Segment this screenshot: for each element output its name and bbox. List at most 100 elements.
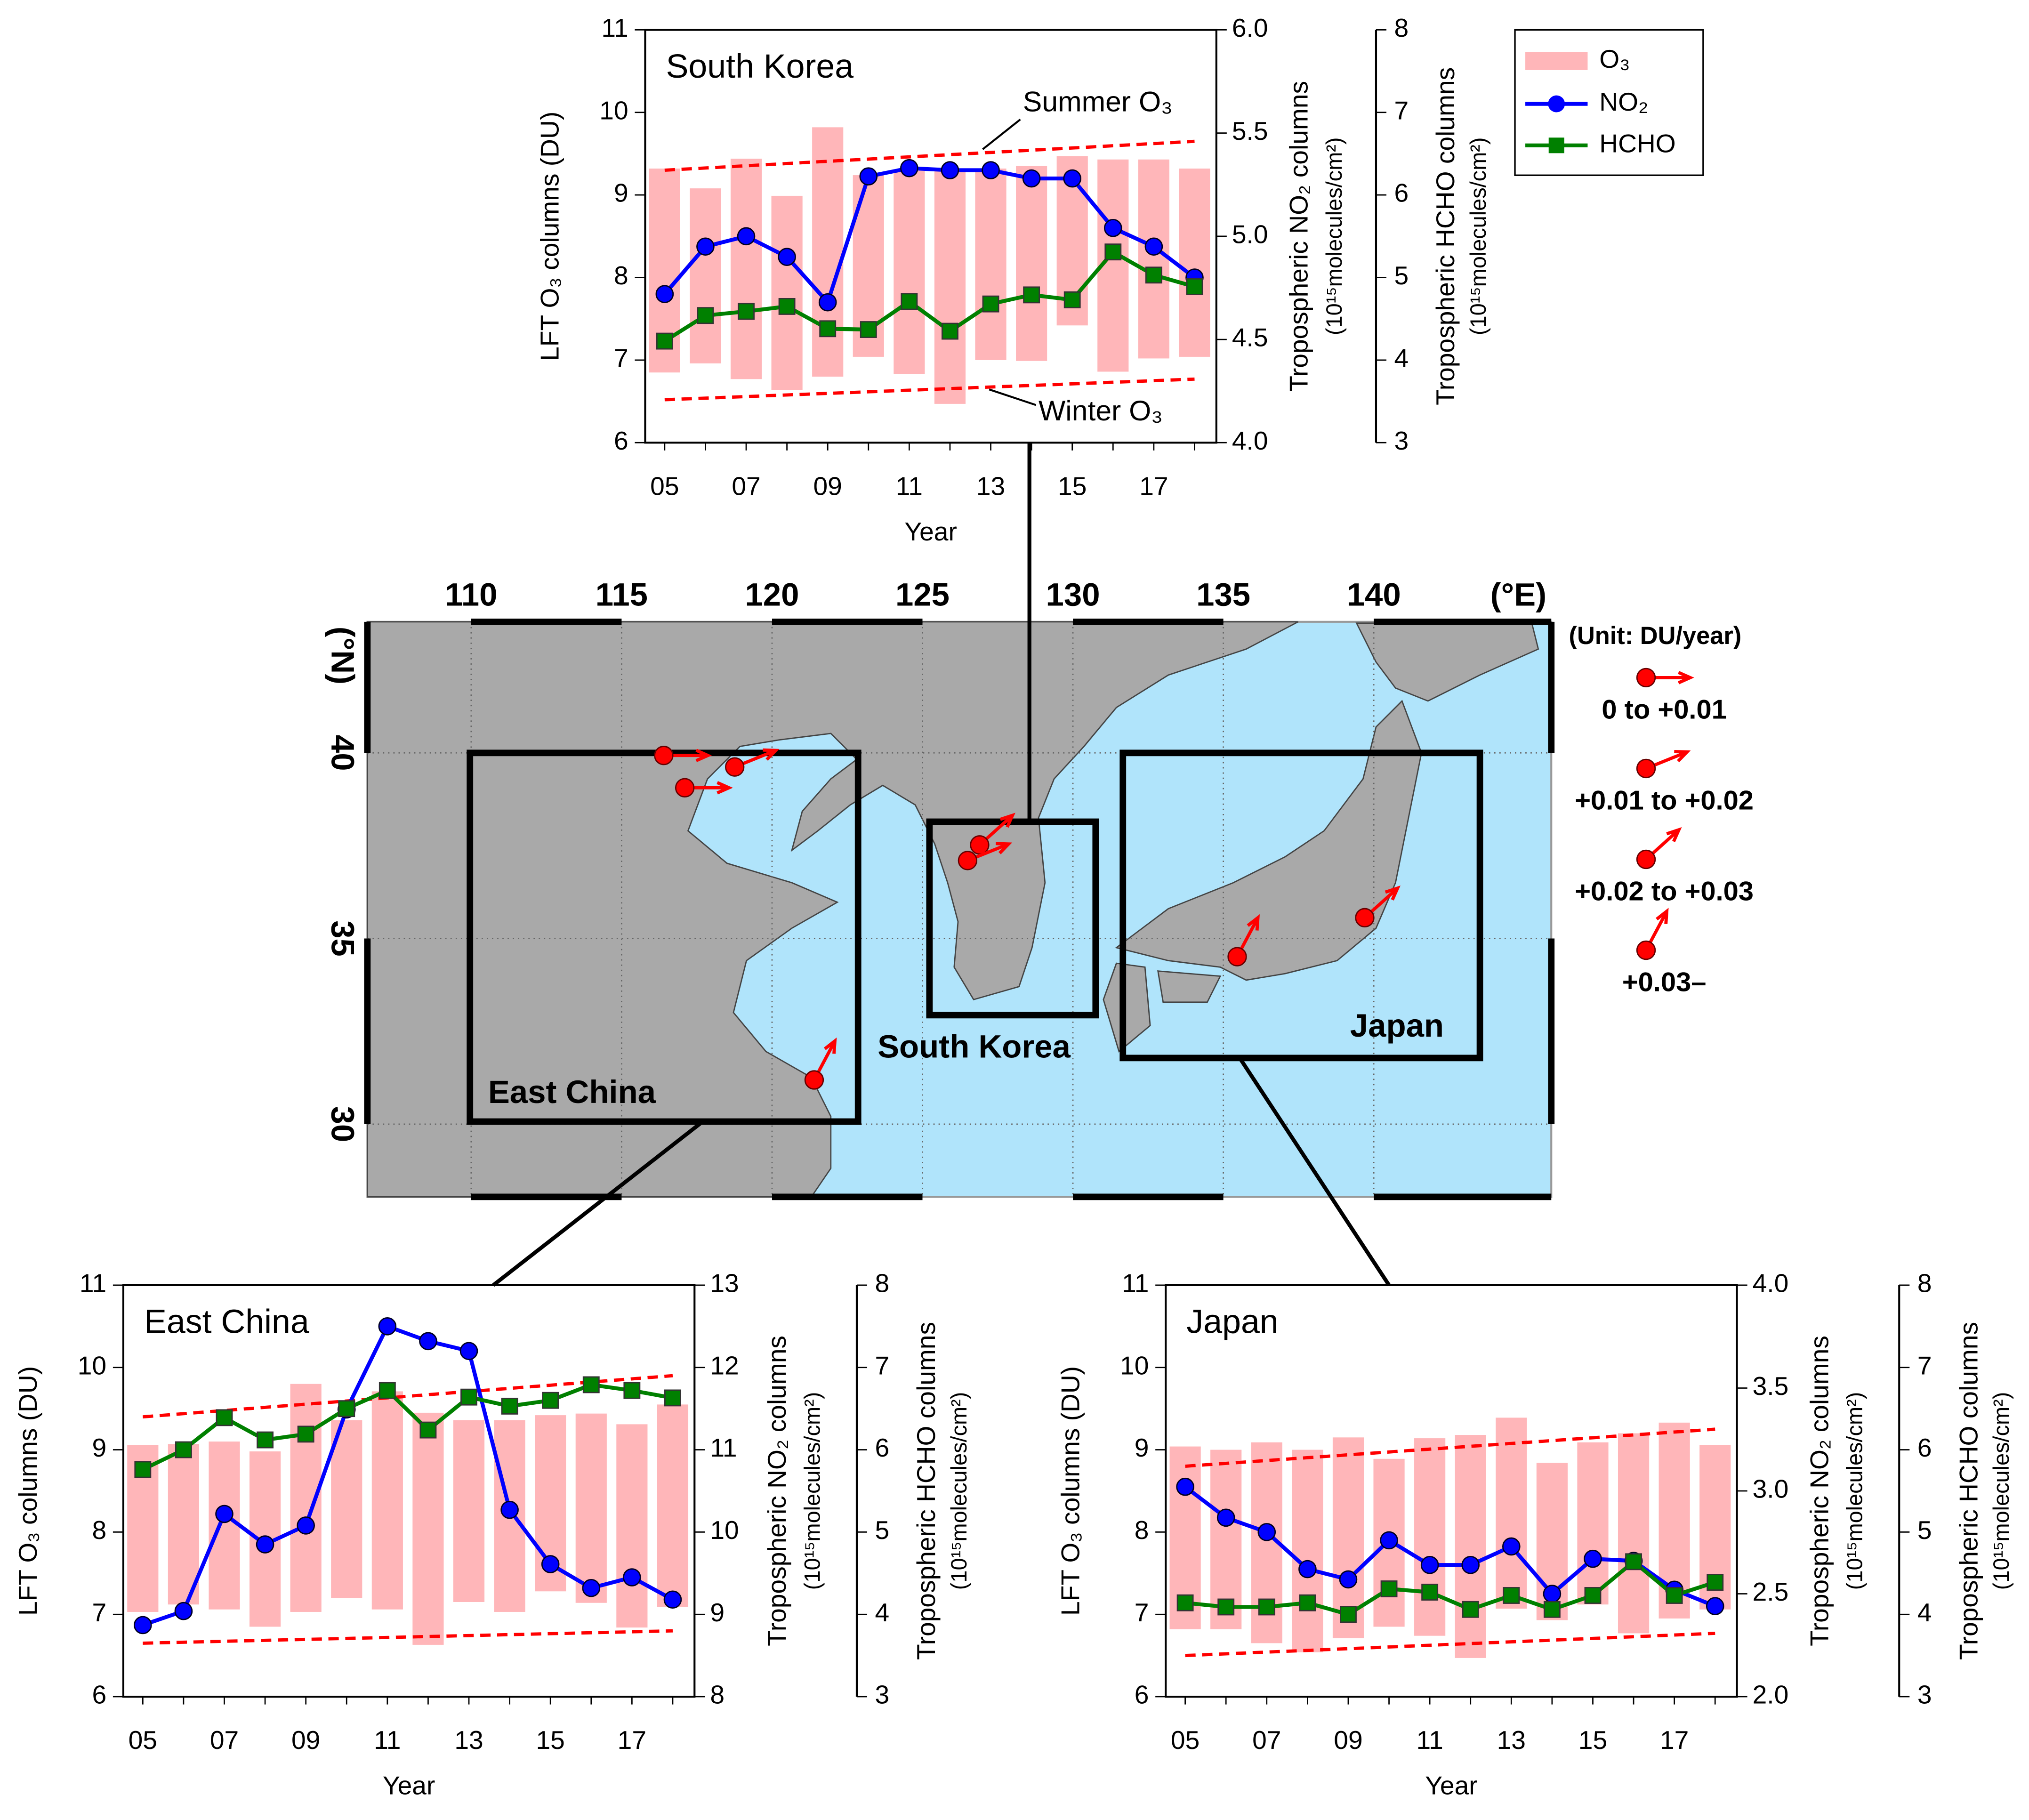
site-marker [1355, 908, 1375, 928]
square-marker [901, 293, 918, 310]
map-y-tick-label: 35 [324, 920, 361, 957]
o3-bar [1618, 1433, 1650, 1634]
o3-bar [657, 1404, 689, 1607]
map-y-tick-label: 40 [324, 735, 361, 771]
o3-bar [894, 170, 925, 374]
y-tick-label: 9 [92, 1433, 106, 1462]
y2-tick-label: 5.0 [1232, 219, 1268, 249]
circle-marker [663, 1590, 682, 1609]
y-tick-label: 11 [80, 1268, 106, 1297]
y-tick-label: 10 [599, 96, 628, 125]
square-marker [460, 1388, 477, 1406]
circle-marker [256, 1535, 274, 1554]
circle-marker [778, 248, 796, 266]
circle-marker [1502, 1537, 1521, 1556]
square-marker [1380, 1580, 1398, 1597]
square-marker [1503, 1587, 1520, 1604]
square-marker [1063, 291, 1081, 308]
map-legend-label: 0 to +0.01 [1602, 694, 1726, 725]
legend-label: HCHO [1599, 129, 1675, 158]
x-axis-label: Year [1425, 1771, 1477, 1800]
circle-marker [859, 167, 878, 186]
square-marker [1666, 1587, 1683, 1604]
square-marker [1625, 1553, 1642, 1570]
circle-marker [1461, 1556, 1480, 1574]
o3-bar [575, 1413, 607, 1603]
o3-bar [1292, 1450, 1323, 1652]
honshu [1115, 700, 1422, 981]
y3-tick-label: 6 [1917, 1433, 1932, 1462]
x-axis-label: Year [383, 1771, 435, 1800]
square-marker [656, 332, 673, 350]
circle-marker [500, 1500, 519, 1519]
x-tick-label: 07 [210, 1725, 239, 1755]
legend-marker [1636, 668, 1656, 688]
map-x-tick-label: 140 [1347, 577, 1401, 613]
site-marker [970, 835, 990, 855]
square-marker [982, 295, 999, 313]
map-x-tick-label: 110 [445, 577, 497, 613]
x-tick-label: 05 [650, 471, 679, 500]
x-axis-label: Year [904, 517, 957, 546]
square-marker [1462, 1601, 1479, 1618]
y2-tick-label: 8 [710, 1680, 725, 1709]
circle-marker [900, 159, 918, 177]
circle-marker [378, 1317, 397, 1336]
circle-marker [1420, 1556, 1439, 1574]
y3-tick-label: 5 [1394, 261, 1409, 290]
square-marker [297, 1425, 314, 1443]
y3-axis-unit: (10¹⁵molecules/cm²) [947, 1392, 971, 1590]
y3-tick-label: 4 [1394, 343, 1409, 372]
trend-line [1185, 1427, 1715, 1468]
square-marker [175, 1441, 192, 1458]
y2-tick-label: 13 [710, 1268, 739, 1297]
square-marker [1584, 1587, 1602, 1604]
square-marker [778, 298, 796, 315]
site-marker [675, 778, 695, 798]
y2-tick-label: 4.0 [1232, 426, 1268, 455]
map-x-tick-label: 135 [1196, 577, 1250, 613]
legend-marker [1636, 758, 1656, 779]
square-marker [501, 1397, 518, 1415]
x-tick-label: 09 [1334, 1725, 1362, 1755]
o3-bar [371, 1391, 403, 1610]
o3-bar [616, 1424, 648, 1628]
o3-bar [412, 1412, 444, 1645]
site-marker [958, 851, 978, 870]
map-x-tick-label: 120 [745, 577, 799, 613]
o3-bar [453, 1420, 485, 1602]
legend-marker [1548, 137, 1564, 153]
trend-line [664, 377, 1195, 402]
map-legend-title: (Unit: DU/year) [1569, 622, 1742, 650]
y2-tick-label: 10 [710, 1515, 739, 1545]
y-tick-label: 11 [601, 13, 628, 42]
site-marker [804, 1070, 824, 1090]
square-marker [1543, 1601, 1561, 1618]
square-marker [542, 1392, 559, 1409]
square-marker [582, 1376, 600, 1393]
y2-tick-label: 11 [710, 1433, 737, 1462]
y3-axis-unit: (10¹⁵molecules/cm²) [1989, 1392, 2013, 1590]
y-tick-label: 6 [614, 426, 628, 455]
circle-marker [1298, 1560, 1317, 1578]
y3-axis-label: Tropospheric HCHO columns [1431, 67, 1460, 405]
y2-axis-unit: (10¹⁵molecules/cm²) [800, 1392, 824, 1590]
y3-tick-label: 8 [875, 1268, 890, 1297]
legend-marker [1636, 940, 1656, 960]
x-tick-label: 09 [291, 1725, 320, 1755]
y-axis-label: LFT O₃ columns (DU) [1055, 1366, 1085, 1616]
region-label: Japan [1350, 1007, 1444, 1044]
square-marker [623, 1382, 641, 1399]
y-tick-label: 11 [1122, 1268, 1149, 1297]
region-box [926, 818, 1099, 1019]
y2-tick-label: 2.5 [1753, 1577, 1789, 1606]
square-marker [1186, 278, 1203, 295]
square-marker [1340, 1606, 1357, 1623]
square-marker [1258, 1598, 1275, 1616]
square-marker [1707, 1574, 1724, 1591]
y2-tick-label: 9 [710, 1598, 725, 1627]
o3-bar [1179, 169, 1210, 357]
y3-tick-label: 7 [1394, 96, 1409, 125]
connector [492, 1121, 702, 1287]
